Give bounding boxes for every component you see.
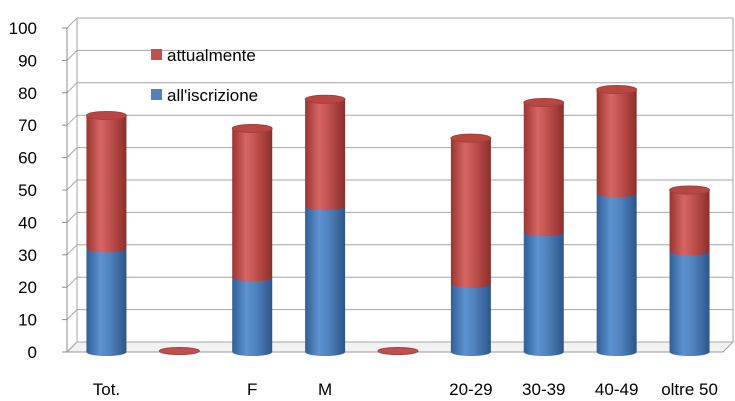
bar-attualmente-body <box>523 102 564 237</box>
y-tick-label: 0 <box>28 343 37 362</box>
legend-label: attualmente <box>167 46 256 65</box>
bar-attualmente-top <box>669 185 711 195</box>
bar-attualmente <box>596 85 638 198</box>
x-tick-label: 30-39 <box>522 380 565 399</box>
gridline <box>66 17 733 29</box>
bar-empty <box>377 347 419 355</box>
legend-swatch <box>151 49 162 60</box>
bar-attualmente <box>304 94 346 211</box>
bar-all-iscrizione <box>669 251 710 356</box>
bar-all-iscrizione-body <box>523 232 564 356</box>
y-tick-label: 60 <box>18 149 37 168</box>
bar-attualmente <box>85 110 127 253</box>
y-tick-label: 100 <box>9 19 37 38</box>
bar-attualmente-body <box>596 89 637 198</box>
bar-all-iscrizione-body <box>596 193 637 356</box>
x-tick-label: 40-49 <box>595 380 638 399</box>
bars <box>85 85 711 356</box>
bar-attualmente-top <box>85 110 127 120</box>
legend-swatch <box>151 89 162 100</box>
bar-all-iscrizione <box>596 193 637 356</box>
legend-label: all'iscrizione <box>167 86 258 105</box>
bar-attualmente-top <box>450 133 492 143</box>
x-tick-label: Tot. <box>93 380 120 399</box>
bar-attualmente-body <box>305 99 346 211</box>
bar-attualmente-top <box>523 98 565 108</box>
bar-attualmente <box>669 185 711 256</box>
x-tick-label: 20-29 <box>449 380 492 399</box>
bar-all-iscrizione-body <box>86 248 127 356</box>
y-tick-label: 10 <box>18 311 37 330</box>
bar-all-iscrizione <box>305 206 346 356</box>
x-tick-label: F <box>247 380 257 399</box>
bar-attualmente-top <box>596 85 638 95</box>
bar-attualmente-body <box>86 115 127 253</box>
y-tick-label: 80 <box>18 84 37 103</box>
x-axis-labels: Tot. F M 20-29 30-39 40-49 oltre 50 <box>93 380 718 399</box>
y-tick-label: 50 <box>18 181 37 200</box>
legend: attualmente all'iscrizione <box>151 46 258 105</box>
bar-attualmente <box>523 98 565 237</box>
bar-all-iscrizione <box>523 232 564 356</box>
bar-all-iscrizione <box>450 283 491 356</box>
x-tick-label: oltre 50 <box>661 380 718 399</box>
x-tick-label: M <box>318 380 332 399</box>
bar-all-iscrizione-body <box>450 283 491 356</box>
bar-all-iscrizione-body <box>305 206 346 356</box>
bar-attualmente-body <box>232 128 273 282</box>
y-axis: 0 10 20 30 40 50 60 70 80 90 100 <box>9 19 67 362</box>
y-tick-label: 30 <box>18 246 37 265</box>
bar-all-iscrizione-body <box>232 277 273 356</box>
bar-all-iscrizione <box>232 277 273 356</box>
bar-empty <box>158 347 200 355</box>
bar-attualmente-top <box>304 94 346 104</box>
y-tick-label: 20 <box>18 278 37 297</box>
y-tick-label: 90 <box>18 51 37 70</box>
y-tick-label: 40 <box>18 213 37 232</box>
bar-all-iscrizione-body <box>669 251 710 356</box>
bar-attualmente-body <box>450 138 491 288</box>
bar-attualmente-body <box>669 190 710 256</box>
bar-attualmente <box>450 133 492 288</box>
bar-attualmente-top <box>231 123 273 133</box>
bar-all-iscrizione <box>86 248 127 356</box>
bar-attualmente <box>231 123 273 282</box>
y-tick-label: 70 <box>18 116 37 135</box>
